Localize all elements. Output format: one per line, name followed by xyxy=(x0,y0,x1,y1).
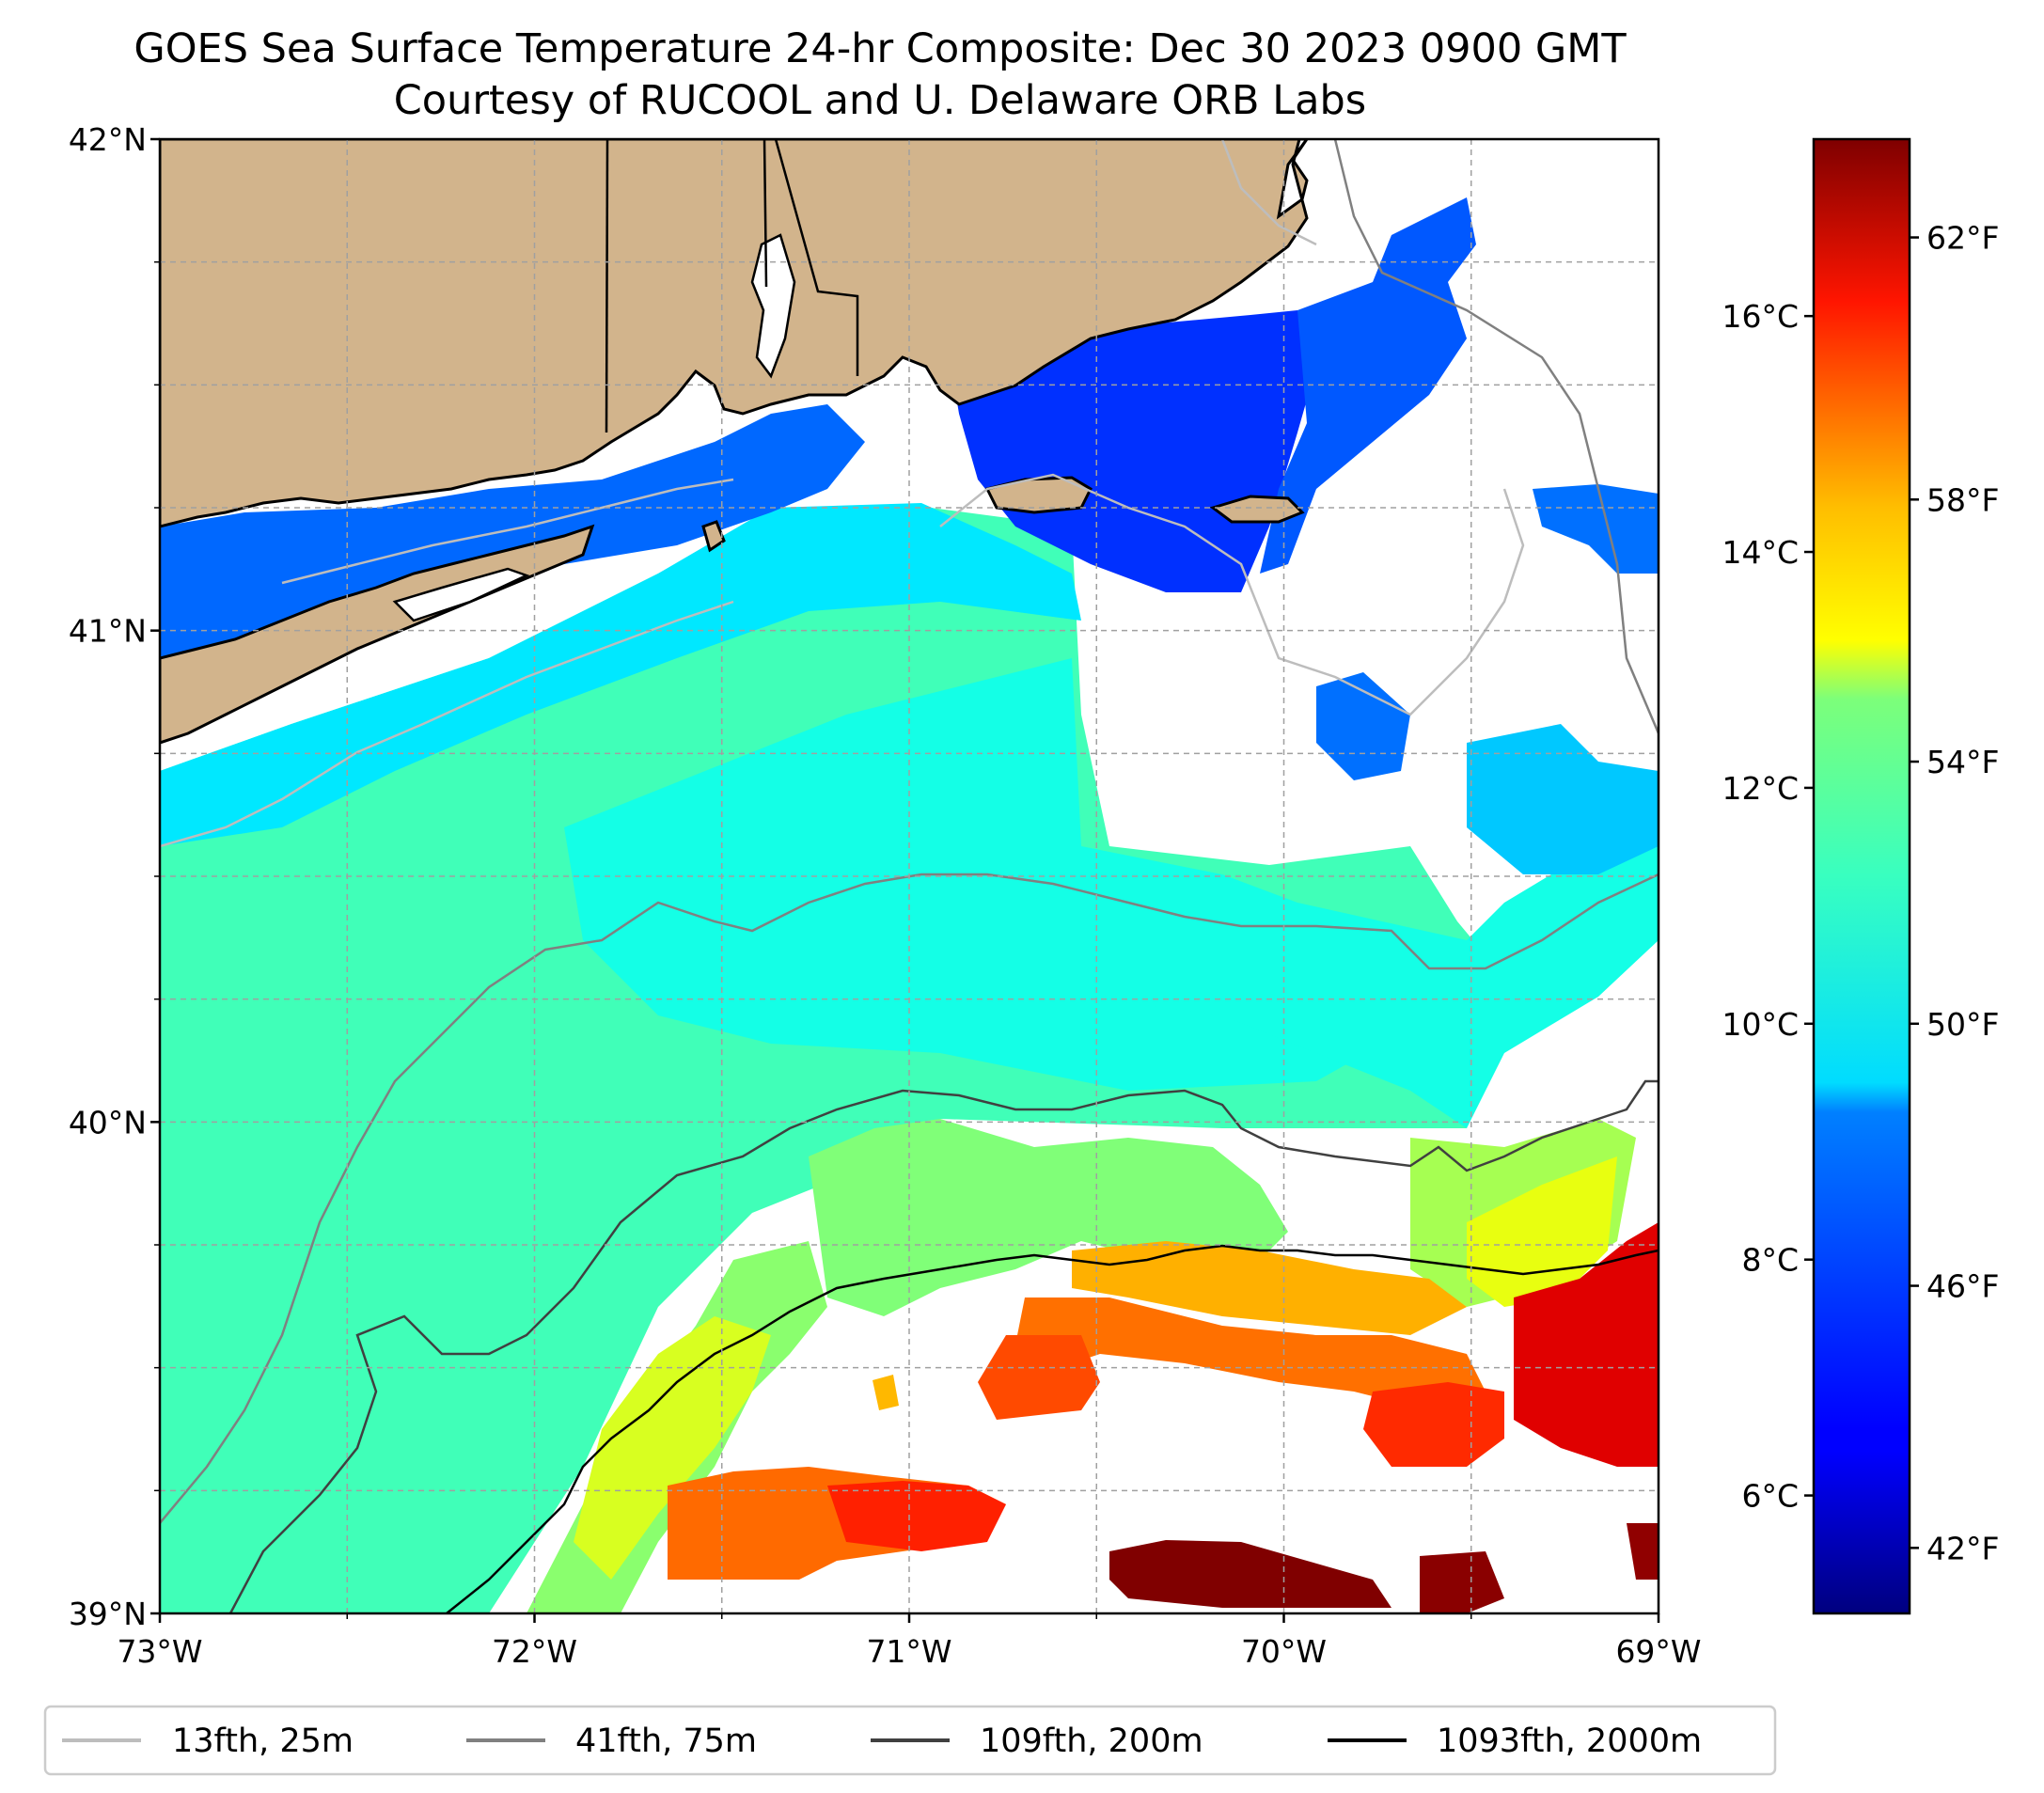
sst-region-green-south xyxy=(809,1119,1288,1316)
sst-region-maroon-east xyxy=(1420,1551,1504,1613)
fahrenheit-tick-label: 50°F xyxy=(1926,1006,1999,1043)
lon-tick-label: 69°W xyxy=(1615,1633,1701,1670)
sst-region-east-cyan xyxy=(1081,827,1659,1128)
sst-region-yellow-east xyxy=(1467,1156,1617,1307)
sst-field xyxy=(160,197,1659,1613)
sst-region-red-east xyxy=(1363,1382,1504,1467)
sst-patch-orange-small xyxy=(873,1375,899,1410)
sst-region-red-warmcore xyxy=(827,1481,1006,1551)
lat-tick-label: 40°N xyxy=(69,1104,147,1140)
celsius-tick-label: 10°C xyxy=(1722,1006,1799,1043)
fahrenheit-tick-label: 54°F xyxy=(1926,744,1999,780)
legend-entry: 41fth, 75m xyxy=(466,1722,757,1760)
legend-entry: 109fth, 200m xyxy=(871,1722,1203,1760)
celsius-tick-label: 16°C xyxy=(1722,298,1799,335)
lon-axis: 73°W 72°W 71°W 70°W 69°W xyxy=(117,1613,1702,1670)
legend-label-25m: 13fth, 25m xyxy=(172,1722,354,1760)
fahrenheit-tick-label: 58°F xyxy=(1926,481,1999,518)
contour-2000m xyxy=(446,1244,1659,1613)
lon-tick-label: 72°W xyxy=(492,1633,577,1670)
celsius-tick-label: 14°C xyxy=(1722,534,1799,571)
sst-region-coastal-cyan xyxy=(160,503,1081,846)
fahrenheit-tick-label: 46°F xyxy=(1926,1268,1999,1305)
border-ny-ct xyxy=(605,139,609,433)
contour-200m xyxy=(228,1079,1659,1613)
land-block-island xyxy=(701,520,726,553)
lon-tick-label: 71°W xyxy=(866,1633,951,1670)
lon-tick-label: 70°W xyxy=(1241,1633,1327,1670)
inland-water xyxy=(392,233,796,622)
sst-region-maroon-far-east xyxy=(1627,1523,1659,1580)
sst-region-orange-core xyxy=(1015,1298,1486,1410)
sst-region-orange-shelfbreak xyxy=(1072,1241,1467,1335)
sst-patch-cyan-east-3 xyxy=(1467,724,1659,874)
contour-25m xyxy=(160,139,1525,848)
legend-label-200m: 109fth, 200m xyxy=(980,1722,1203,1760)
peconic-bay xyxy=(392,567,530,622)
celsius-tick-label: 6°C xyxy=(1741,1478,1799,1515)
sst-region-maroon-south xyxy=(1109,1540,1391,1608)
sst-region-darkred-east xyxy=(1514,1222,1659,1467)
fahrenheit-tick-label: 42°F xyxy=(1926,1530,1999,1566)
lon-tick-label: 73°W xyxy=(117,1633,202,1670)
legend-label-2000m: 1093fth, 2000m xyxy=(1437,1722,1702,1760)
gridlines xyxy=(160,139,1659,1613)
title-line-2: Courtesy of RUCOOL and U. Delaware ORB L… xyxy=(394,77,1366,124)
border-ri-ma xyxy=(766,139,859,376)
legend-label-75m: 41fth, 75m xyxy=(575,1722,757,1760)
map-plot-area xyxy=(160,139,1659,1613)
sst-region-blue-deep xyxy=(950,310,1316,592)
legend-entry: 1093fth, 2000m xyxy=(1328,1722,1702,1760)
celsius-tick-label: 8°C xyxy=(1741,1242,1799,1279)
colorbar-fahrenheit-ticks: 42°F 46°F 50°F 54°F 58°F 62°F xyxy=(1910,220,1999,1566)
title-line-1: GOES Sea Surface Temperature 24-hr Compo… xyxy=(134,25,1627,72)
colorbar: 6°C 8°C 10°C 12°C 14°C 16°C 42°F 46°F 50°F 54°F 5… xyxy=(1722,137,1999,1615)
border-ct-ri xyxy=(763,139,768,288)
lat-tick-label: 39°N xyxy=(69,1596,147,1632)
colorbar-gradient xyxy=(1812,137,1911,1615)
lat-tick-label: 42°N xyxy=(69,121,147,158)
state-borders xyxy=(605,139,859,433)
sst-region-shelf xyxy=(160,508,1504,1613)
depth-legend: 13fth, 25m 41fth, 75m 109fth, 200m 1093f… xyxy=(43,1705,1777,1776)
lat-tick-label: 41°N xyxy=(69,613,147,650)
sst-region-red-west-lobe xyxy=(978,1335,1100,1420)
legend-entry: 13fth, 25m xyxy=(62,1722,354,1760)
colorbar-celsius-ticks: 6°C 8°C 10°C 12°C 14°C 16°C xyxy=(1722,298,1814,1515)
celsius-tick-label: 12°C xyxy=(1722,770,1799,807)
narragansett-bay xyxy=(750,233,796,379)
sst-patch-blue-east-1 xyxy=(1533,484,1659,574)
lat-axis: 39°N 40°N 41°N 42°N xyxy=(69,121,160,1632)
land-nantucket xyxy=(1209,495,1305,524)
fahrenheit-tick-label: 62°F xyxy=(1926,220,1999,257)
